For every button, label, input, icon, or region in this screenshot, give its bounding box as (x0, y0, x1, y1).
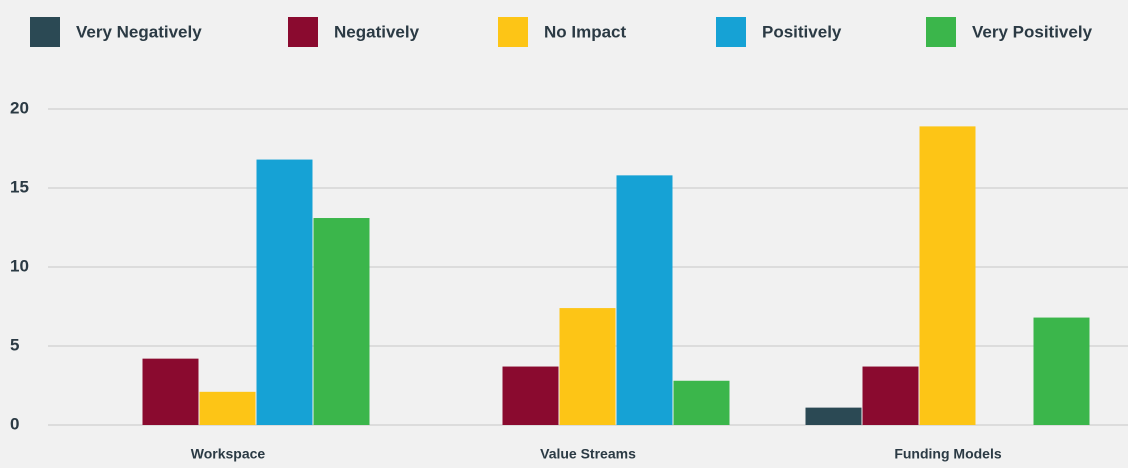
bar (199, 391, 256, 425)
y-tick-label: 15 (10, 177, 29, 196)
legend-swatch (926, 17, 956, 47)
bar (616, 175, 673, 425)
legend-label: Very Positively (972, 22, 1093, 41)
bar (559, 308, 616, 425)
bar (862, 366, 919, 425)
bar (805, 407, 862, 425)
legend-label: Positively (762, 22, 842, 41)
bar (256, 159, 313, 425)
bar (673, 380, 730, 425)
bar (313, 218, 370, 425)
legend-swatch (716, 17, 746, 47)
bar (142, 358, 199, 425)
x-tick-label: Funding Models (894, 446, 1002, 462)
x-tick-label: Value Streams (540, 446, 636, 462)
legend-swatch (498, 17, 528, 47)
bar (919, 126, 976, 425)
y-tick-label: 5 (10, 335, 19, 354)
legend-swatch (30, 17, 60, 47)
legend-swatch (288, 17, 318, 47)
y-tick-label: 20 (10, 98, 29, 117)
y-tick-label: 0 (10, 414, 19, 433)
y-tick-label: 10 (10, 256, 29, 275)
x-tick-label: Workspace (191, 446, 266, 462)
legend-label: Very Negatively (76, 22, 202, 41)
legend-label: Negatively (334, 22, 420, 41)
bar (502, 366, 559, 425)
legend-label: No Impact (544, 22, 627, 41)
bar (1033, 317, 1090, 425)
